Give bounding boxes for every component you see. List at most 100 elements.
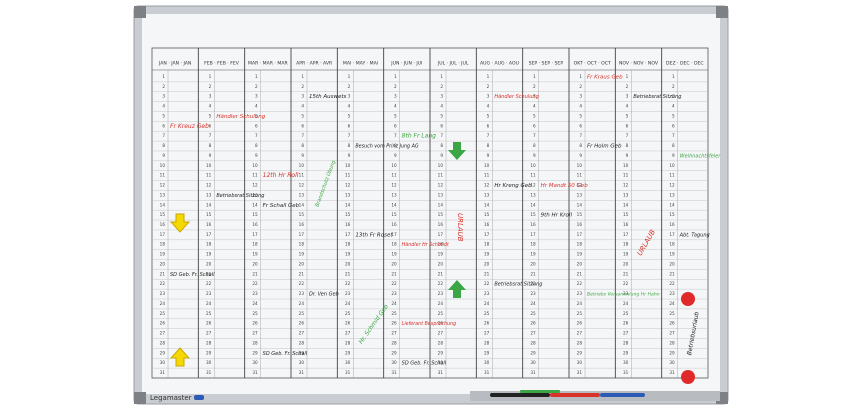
day-number: 19 bbox=[160, 252, 166, 257]
day-number: 25 bbox=[391, 311, 397, 316]
day-number: 4 bbox=[440, 104, 443, 109]
day-number: 23 bbox=[577, 291, 583, 296]
day-number: 7 bbox=[209, 133, 212, 138]
day-number: 18 bbox=[206, 242, 212, 247]
day-number: 21 bbox=[623, 271, 629, 276]
day-number: 14 bbox=[623, 202, 629, 207]
handwritten-note: Dr. Ven Geb bbox=[309, 292, 339, 298]
day-number: 16 bbox=[669, 222, 675, 227]
day-number: 5 bbox=[579, 113, 582, 118]
day-number: 31 bbox=[530, 370, 536, 375]
day-number: 23 bbox=[623, 291, 629, 296]
day-number: 29 bbox=[206, 350, 212, 355]
day-number: 30 bbox=[345, 360, 351, 365]
day-number: 31 bbox=[252, 370, 258, 375]
day-number: 25 bbox=[669, 311, 675, 316]
day-number: 6 bbox=[348, 123, 351, 128]
day-number: 19 bbox=[345, 252, 351, 257]
day-number: 17 bbox=[345, 232, 351, 237]
day-number: 1 bbox=[348, 74, 351, 79]
day-number: 2 bbox=[348, 84, 351, 89]
day-number: 15 bbox=[669, 212, 675, 217]
day-number: 26 bbox=[438, 321, 444, 326]
day-number: 9 bbox=[440, 153, 443, 158]
month-header: DEZ · DEC · DEC bbox=[666, 61, 704, 67]
day-number: 17 bbox=[252, 232, 258, 237]
day-number: 8 bbox=[672, 143, 675, 148]
handwritten-note: Betriebsrat Sitzung bbox=[216, 193, 264, 199]
day-number: 25 bbox=[206, 311, 212, 316]
day-number: 14 bbox=[252, 202, 258, 207]
handwritten-note: Händler Schulung bbox=[216, 114, 265, 120]
day-number: 13 bbox=[577, 192, 583, 197]
day-number: 8 bbox=[533, 143, 536, 148]
day-number: 5 bbox=[394, 113, 397, 118]
day-number: 21 bbox=[577, 271, 583, 276]
day-number: 28 bbox=[669, 340, 675, 345]
day-number: 11 bbox=[530, 173, 536, 178]
month-header: NOV · NOV · NOV bbox=[619, 61, 659, 67]
marker bbox=[600, 393, 645, 397]
day-number: 27 bbox=[530, 331, 536, 336]
day-number: 6 bbox=[162, 123, 165, 128]
handwritten-note: 15th Auswets bbox=[309, 94, 347, 100]
day-number: 20 bbox=[484, 261, 490, 266]
day-number: 9 bbox=[394, 153, 397, 158]
day-number: 4 bbox=[255, 104, 258, 109]
day-number: 2 bbox=[672, 84, 675, 89]
day-number: 20 bbox=[530, 261, 536, 266]
day-number: 23 bbox=[391, 291, 397, 296]
day-number: 12 bbox=[623, 183, 629, 188]
day-number: 6 bbox=[626, 123, 629, 128]
day-number: 21 bbox=[484, 271, 490, 276]
handwritten-note: Fr Kraus Geb bbox=[587, 74, 623, 80]
day-number: 19 bbox=[438, 252, 444, 257]
day-number: 14 bbox=[438, 202, 444, 207]
day-number: 16 bbox=[299, 222, 305, 227]
day-number: 15 bbox=[577, 212, 583, 217]
day-number: 17 bbox=[438, 232, 444, 237]
day-number: 23 bbox=[299, 291, 305, 296]
day-number: 11 bbox=[669, 173, 675, 178]
day-number: 2 bbox=[626, 84, 629, 89]
day-number: 15 bbox=[299, 212, 305, 217]
day-number: 12 bbox=[438, 183, 444, 188]
day-number: 26 bbox=[623, 321, 629, 326]
day-number: 28 bbox=[206, 340, 212, 345]
day-number: 28 bbox=[299, 340, 305, 345]
day-number: 8 bbox=[162, 143, 165, 148]
handwritten-note: SD Geb. Fr. Schall bbox=[263, 351, 308, 357]
handwritten-note: URLAUB bbox=[456, 213, 464, 242]
day-number: 25 bbox=[623, 311, 629, 316]
handwritten-note: 9th Hr Kroll bbox=[541, 213, 573, 219]
day-number: 1 bbox=[533, 74, 536, 79]
icons bbox=[169, 142, 695, 384]
day-number: 18 bbox=[438, 242, 444, 247]
day-number: 20 bbox=[206, 261, 212, 266]
day-number: 13 bbox=[252, 192, 258, 197]
day-number: 8 bbox=[348, 143, 351, 148]
day-number: 19 bbox=[252, 252, 258, 257]
day-number: 26 bbox=[484, 321, 490, 326]
day-number: 6 bbox=[672, 123, 675, 128]
arrow-down bbox=[448, 142, 466, 160]
handwritten-note: Betriebs Versammlung Hr Hahn bbox=[587, 292, 660, 298]
day-number: 18 bbox=[345, 242, 351, 247]
day-number: 14 bbox=[206, 202, 212, 207]
day-number: 27 bbox=[206, 331, 212, 336]
day-number: 17 bbox=[206, 232, 212, 237]
day-number: 5 bbox=[255, 113, 258, 118]
handwritten-note: SD Geb. Fr. Schall bbox=[170, 272, 215, 278]
day-number: 21 bbox=[160, 271, 166, 276]
month-header: FEB · FEB · FEV bbox=[204, 61, 240, 67]
day-number: 20 bbox=[299, 261, 305, 266]
day-number: 21 bbox=[345, 271, 351, 276]
day-number: 10 bbox=[252, 163, 258, 168]
day-number: 26 bbox=[206, 321, 212, 326]
day-number: 2 bbox=[255, 84, 258, 89]
day-number: 17 bbox=[623, 232, 629, 237]
day-number: 16 bbox=[438, 222, 444, 227]
day-number: 7 bbox=[440, 133, 443, 138]
day-number: 15 bbox=[530, 212, 536, 217]
